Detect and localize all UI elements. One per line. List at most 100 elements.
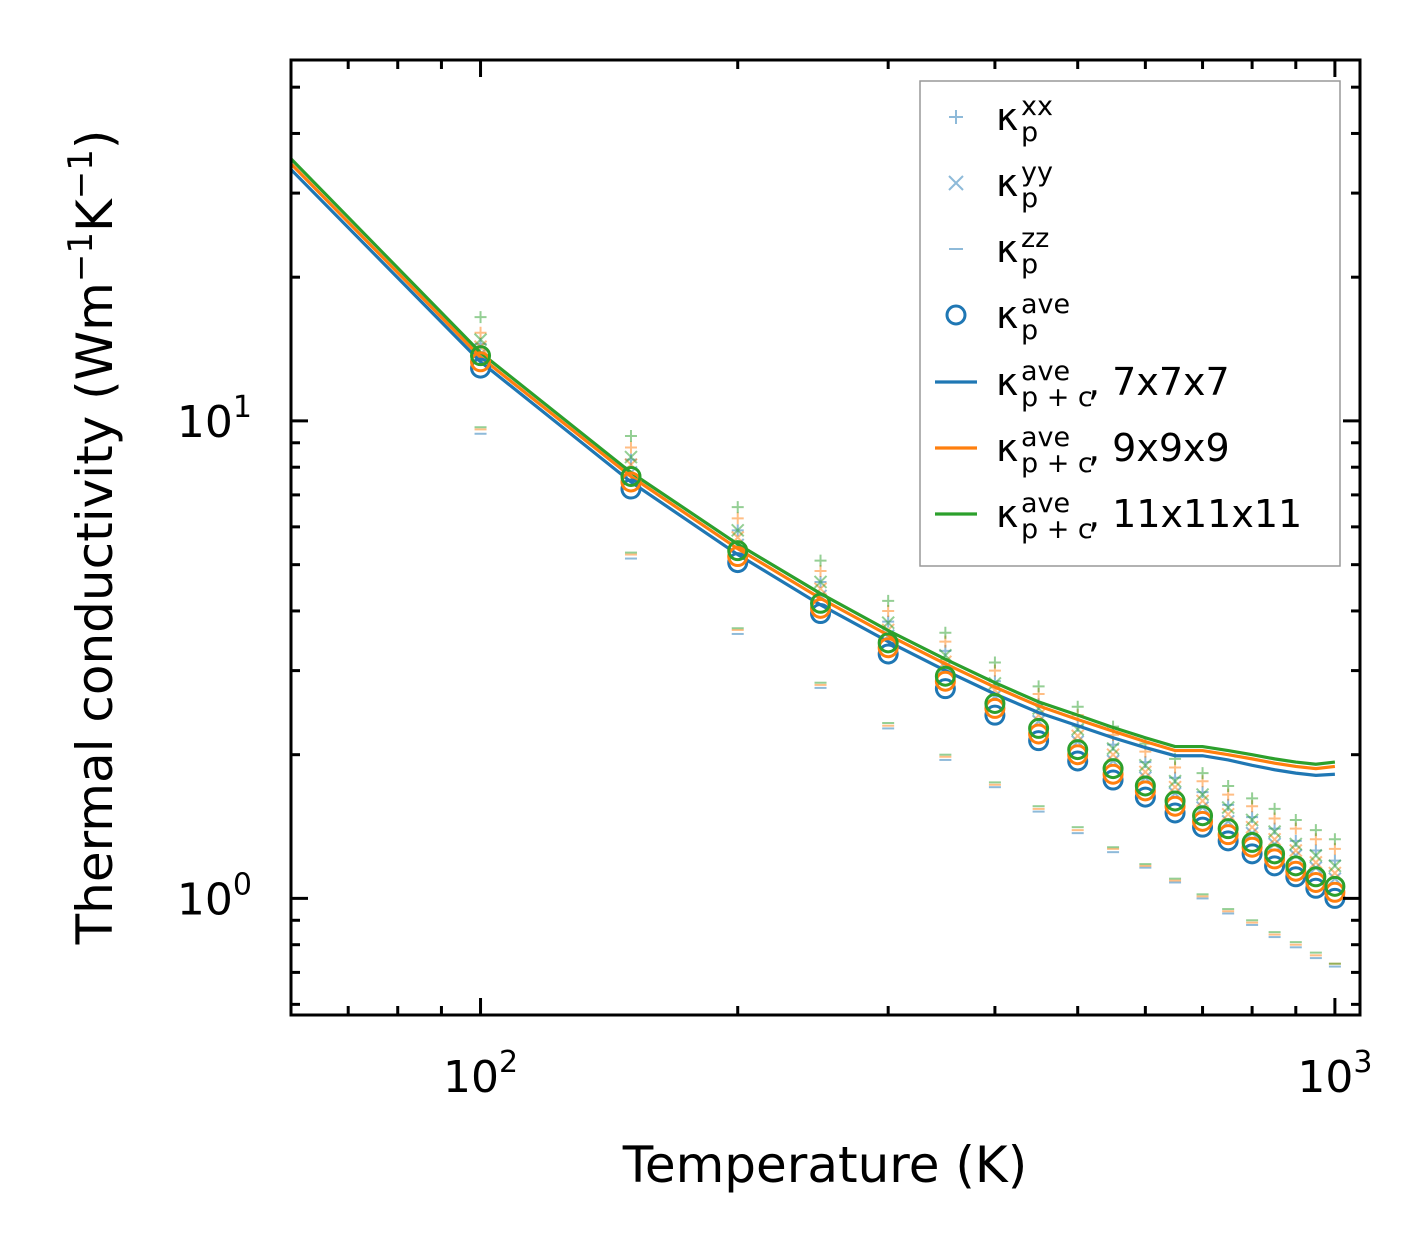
kappa-ave-point xyxy=(877,632,899,654)
kappa-ave-point xyxy=(214,82,232,100)
kappa-xx-point xyxy=(988,656,1001,669)
kappa-xx-point xyxy=(624,429,637,442)
kappa-xx-point xyxy=(939,626,952,639)
kappa-xx-point xyxy=(624,441,637,454)
kappa-yy-point xyxy=(217,79,229,91)
x-tick-label: 102 xyxy=(443,1045,518,1103)
kappa-ave-point xyxy=(620,471,642,493)
kappa-ave-point xyxy=(877,643,899,665)
legend-marker-circle xyxy=(945,304,967,326)
kappa-ave-point xyxy=(1164,802,1186,824)
kappa-ave-point xyxy=(1102,769,1124,791)
kappa-ave-point xyxy=(1324,875,1346,897)
kappa-xx-point xyxy=(1222,779,1235,792)
kappa-ave-point xyxy=(620,465,642,487)
y-axis-title-exp1: −1 xyxy=(61,232,101,282)
kappa-yy-point xyxy=(1168,774,1182,788)
kappa-xx-point xyxy=(1196,786,1209,799)
kappa-ave-point xyxy=(934,665,956,687)
y-axis-title: Thermal conductivity (Wm−1K−1) xyxy=(61,130,124,946)
kappa-ave-point xyxy=(470,345,492,367)
kappa-yy-point xyxy=(1106,741,1120,756)
legend-label: κave p xyxy=(996,289,1070,346)
y-axis-title-exp2: −1 xyxy=(61,149,101,199)
legend-box xyxy=(919,80,1341,567)
kappa-yy-point xyxy=(1221,800,1235,815)
kappa-xx-point xyxy=(1268,802,1281,815)
kappa-pc-line-9x9x9 xyxy=(291,161,1336,771)
kappa-ave-point xyxy=(1028,717,1050,739)
y-tick-label: 100 xyxy=(177,867,252,925)
kappa-ave-point xyxy=(984,704,1006,726)
y-axis-title-mid: K xyxy=(66,198,124,232)
kappa-ave-point xyxy=(727,546,749,568)
kappa-ave-point xyxy=(1028,723,1050,745)
kappa-yy-point xyxy=(1289,837,1303,851)
kappa-yy-point xyxy=(473,332,488,347)
kappa-xx-point xyxy=(1328,833,1341,846)
kappa-ave-point xyxy=(727,552,749,574)
kappa-ave-point xyxy=(1134,786,1156,808)
legend: κxx p κyy p κzz p κave p κave p + c, 7x7x7 κave p +… xyxy=(919,80,1341,567)
kappa-xx-point xyxy=(731,512,744,525)
legend-label: κzz p xyxy=(996,223,1049,280)
kappa-ave-point xyxy=(470,357,492,379)
kappa-ave-point xyxy=(1217,818,1239,840)
kappa-pc-line-7x7x7 xyxy=(291,167,1335,777)
legend-marker-cross xyxy=(948,175,964,191)
y-tick-label: 101 xyxy=(177,390,252,448)
kappa-yy-point xyxy=(731,523,745,538)
kappa-xx-point xyxy=(1289,813,1302,826)
legend-label: κave p + c, 11x11x11 xyxy=(996,488,1302,545)
y-axis-title-main: Thermal conductivity (Wm xyxy=(66,282,124,945)
kappa-ave-point xyxy=(1164,790,1186,812)
kappa-yy-point xyxy=(1138,758,1153,773)
kappa-xx-point xyxy=(882,594,895,607)
legend-label: κxx p xyxy=(996,91,1053,148)
kappa-ave-point xyxy=(214,98,232,116)
kappa-ave-point xyxy=(1102,758,1124,780)
kappa-ave-point xyxy=(1192,805,1214,827)
kappa-yy-point xyxy=(1195,787,1210,802)
kappa-xx-point xyxy=(1032,680,1045,693)
kappa-ave-point xyxy=(1285,855,1307,877)
legend-label: κyy p xyxy=(996,157,1053,214)
kappa-xx-point xyxy=(1246,792,1259,805)
kappa-xx-point xyxy=(814,554,827,567)
axes-frame xyxy=(289,58,1362,1017)
kappa-ave-point xyxy=(1067,739,1089,761)
kappa-ave-point xyxy=(1028,730,1050,752)
kappa-xx-point xyxy=(1309,824,1322,837)
series-11x11x11 xyxy=(217,73,1342,965)
kappa-ave-point xyxy=(1285,866,1307,888)
kappa-yy-point xyxy=(1328,859,1342,873)
kappa-xx-point xyxy=(217,85,229,97)
x-tick-label: 103 xyxy=(1297,1045,1372,1103)
kappa-yy-point xyxy=(217,73,229,85)
kappa-ave-point xyxy=(1134,775,1156,797)
kappa-yy-point xyxy=(1106,747,1120,762)
kappa-ave-point xyxy=(620,478,642,500)
kappa-ave-point xyxy=(1305,866,1327,888)
kappa-ave-point xyxy=(1264,843,1286,865)
kappa-yy-point xyxy=(1195,794,1210,808)
kappa-yy-point xyxy=(1309,848,1323,863)
kappa-ave-point xyxy=(1241,831,1263,853)
kappa-yy-point xyxy=(1245,813,1259,827)
kappa-ave-point xyxy=(1241,843,1263,865)
kappa-xx-point xyxy=(1196,767,1209,780)
y-axis-title-end: ) xyxy=(66,130,124,150)
kappa-ave-point xyxy=(1324,881,1346,903)
kappa-ave-point xyxy=(470,351,492,373)
legend-marker-plus xyxy=(949,110,963,124)
kappa-ave-point xyxy=(1305,871,1327,893)
kappa-ave-point xyxy=(1264,855,1286,877)
kappa-xx-point xyxy=(731,501,744,514)
kappa-ave-point xyxy=(810,592,832,614)
kappa-ave-point xyxy=(1102,763,1124,785)
legend-label: κave p + c, 9x9x9 xyxy=(996,422,1230,479)
kappa-ave-point xyxy=(1192,816,1214,838)
kappa-yy-point xyxy=(624,450,638,464)
legend-label: κave p + c, 7x7x7 xyxy=(996,356,1230,413)
